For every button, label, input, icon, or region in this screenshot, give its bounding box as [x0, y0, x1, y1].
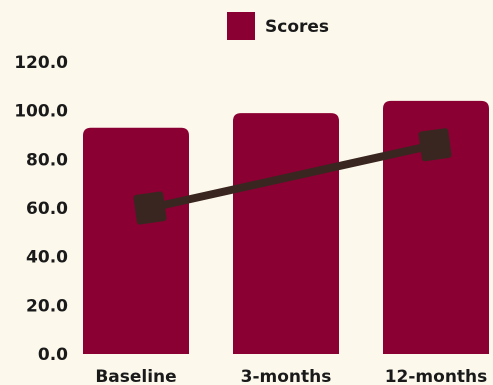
overlay-marker — [418, 128, 452, 162]
y-tick-label: 20.0 — [26, 296, 68, 316]
overlay-line — [133, 128, 452, 225]
bar-3-months — [233, 113, 339, 354]
y-tick-label: 40.0 — [26, 248, 68, 268]
y-axis: 0.0 20.0 40.0 60.0 80.0 100.0 120.0 — [14, 53, 68, 365]
y-tick-label: 80.0 — [26, 150, 68, 170]
legend-swatch — [227, 12, 255, 40]
legend: Scores — [227, 12, 329, 40]
y-tick-label: 120.0 — [14, 53, 68, 73]
bar-baseline — [83, 127, 189, 354]
x-axis: Baseline 3-months 12-months — [95, 367, 487, 385]
x-tick-label: Baseline — [95, 367, 176, 385]
overlay-line-segment — [146, 140, 439, 212]
y-tick-label: 100.0 — [14, 102, 68, 122]
bar-12-months — [383, 100, 489, 354]
overlay-marker — [133, 191, 167, 225]
y-tick-label: 60.0 — [26, 199, 68, 219]
x-tick-label: 3-months — [241, 367, 332, 385]
legend-label-scores: Scores — [265, 17, 329, 37]
x-tick-label: 12-months — [385, 367, 488, 385]
y-tick-label: 0.0 — [38, 345, 68, 365]
